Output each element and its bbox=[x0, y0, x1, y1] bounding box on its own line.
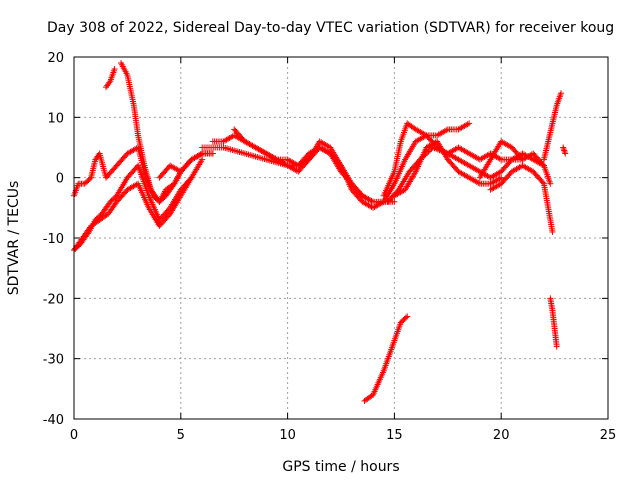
y-tick-label: -10 bbox=[43, 232, 64, 247]
series-track-d bbox=[103, 66, 118, 91]
data-point bbox=[111, 66, 118, 73]
series-track-e bbox=[117, 60, 206, 205]
data-point bbox=[539, 179, 546, 186]
series-track-f bbox=[156, 150, 216, 181]
data-point bbox=[558, 90, 565, 97]
data-point bbox=[402, 314, 409, 321]
data-point bbox=[562, 150, 569, 157]
x-tick-label: 25 bbox=[600, 428, 617, 443]
y-tick-label: 20 bbox=[47, 51, 64, 66]
data-point bbox=[547, 180, 554, 187]
data-point bbox=[561, 147, 568, 154]
axis-layer: 0 5 10 15 20 25 -40 -30 -20 -10 0 10 20 bbox=[43, 51, 617, 443]
series-track-i bbox=[199, 144, 377, 205]
y-tick-label: 0 bbox=[56, 172, 64, 187]
y-tick-label: -40 bbox=[43, 413, 64, 428]
data-point bbox=[391, 198, 398, 205]
x-tick-label: 15 bbox=[386, 428, 403, 443]
series-track-r bbox=[361, 313, 411, 404]
y-tick-label: 10 bbox=[47, 111, 64, 126]
series-track-n bbox=[476, 138, 554, 187]
data-point bbox=[199, 156, 206, 163]
data-point bbox=[404, 313, 411, 320]
points-layer bbox=[71, 60, 569, 404]
data-point bbox=[549, 228, 556, 235]
series-track-o bbox=[487, 162, 556, 235]
data-point bbox=[427, 147, 433, 154]
series-track-c bbox=[71, 174, 195, 254]
chart-title: Day 308 of 2022, Sidereal Day-to-day VTE… bbox=[47, 20, 614, 36]
y-tick-label: -20 bbox=[43, 292, 64, 307]
series-track-q bbox=[560, 144, 569, 157]
series-track-m bbox=[391, 138, 505, 199]
data-point bbox=[86, 175, 93, 182]
x-tick-label: 5 bbox=[177, 428, 185, 443]
data-point bbox=[188, 174, 195, 181]
x-tick-label: 20 bbox=[493, 428, 510, 443]
series-track-h bbox=[231, 126, 387, 211]
series-track-j bbox=[380, 120, 473, 199]
data-point bbox=[553, 343, 560, 350]
x-tick-label: 0 bbox=[70, 428, 78, 443]
grid-layer bbox=[74, 57, 608, 419]
y-tick-label: -30 bbox=[43, 353, 64, 368]
x-axis-label: GPS time / hours bbox=[282, 459, 399, 475]
x-tick-label: 10 bbox=[279, 428, 296, 443]
series-track-p bbox=[540, 90, 565, 163]
data-point bbox=[539, 161, 546, 168]
data-point bbox=[370, 198, 377, 205]
series-track-s bbox=[547, 295, 560, 350]
series-track-b bbox=[71, 156, 206, 254]
y-axis-label: SDTVAR / TECUs bbox=[6, 181, 22, 296]
data-point bbox=[466, 120, 473, 127]
data-point bbox=[498, 174, 505, 181]
data-point bbox=[209, 150, 216, 157]
